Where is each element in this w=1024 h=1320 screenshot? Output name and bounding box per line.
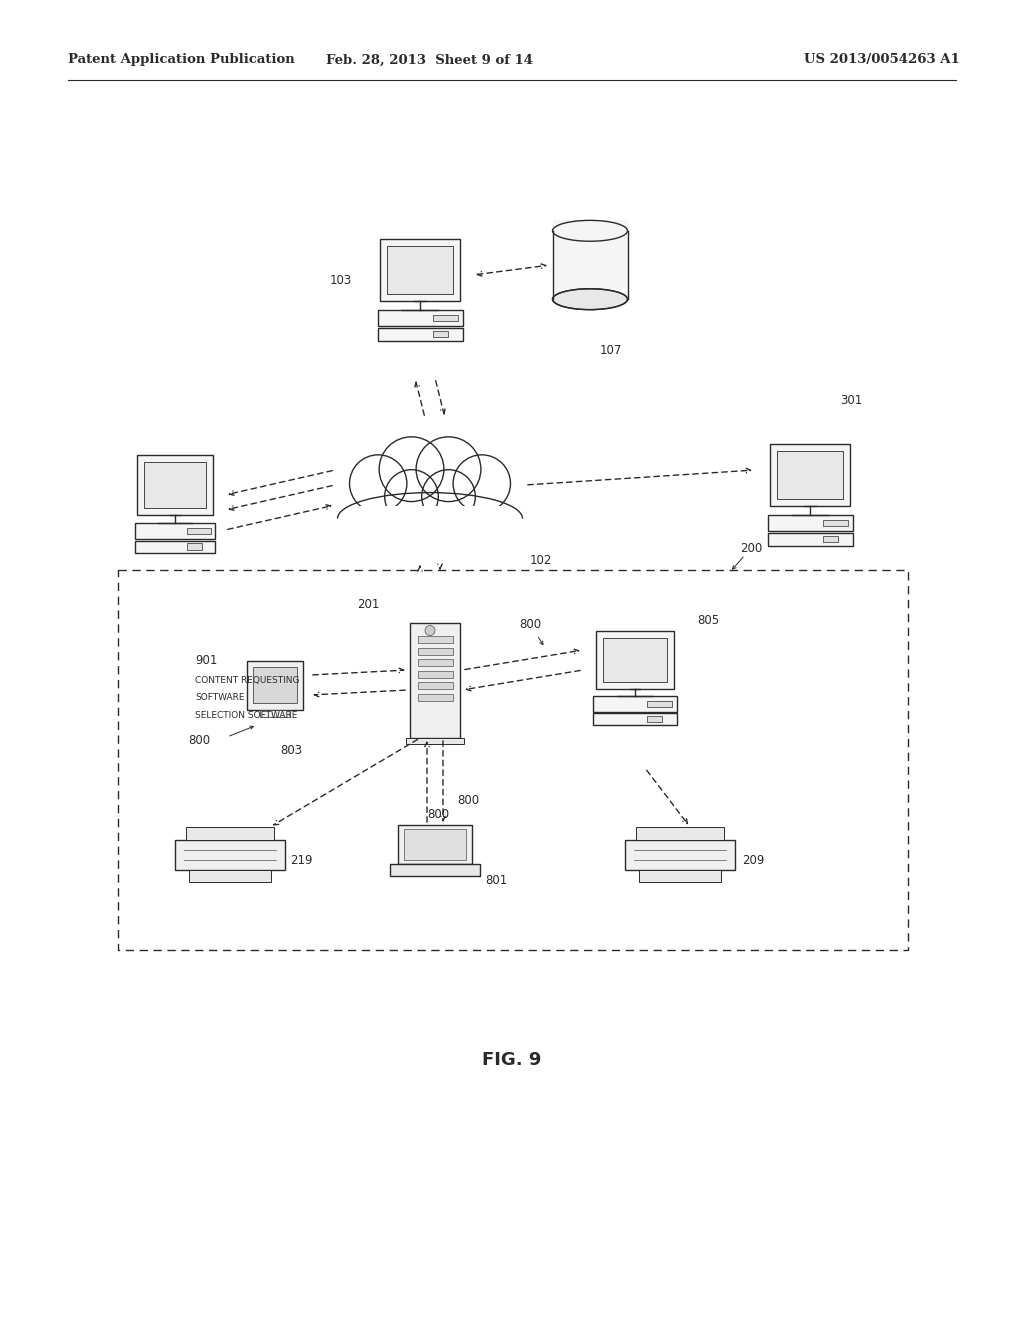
FancyBboxPatch shape: [248, 660, 303, 710]
Text: 803: 803: [280, 743, 302, 756]
FancyBboxPatch shape: [418, 636, 453, 643]
FancyBboxPatch shape: [418, 671, 453, 677]
FancyBboxPatch shape: [387, 246, 453, 294]
Text: FIG. 9: FIG. 9: [482, 1051, 542, 1069]
Circle shape: [416, 437, 481, 502]
Circle shape: [349, 455, 407, 512]
Text: 219: 219: [290, 854, 312, 866]
Circle shape: [425, 626, 435, 635]
FancyBboxPatch shape: [418, 659, 453, 667]
FancyBboxPatch shape: [639, 870, 721, 882]
FancyBboxPatch shape: [647, 701, 673, 708]
FancyBboxPatch shape: [134, 523, 215, 539]
FancyBboxPatch shape: [625, 840, 735, 870]
FancyBboxPatch shape: [143, 462, 206, 508]
FancyBboxPatch shape: [418, 682, 453, 689]
Text: 800: 800: [187, 734, 210, 747]
FancyBboxPatch shape: [433, 314, 459, 321]
FancyBboxPatch shape: [253, 667, 297, 704]
FancyBboxPatch shape: [768, 533, 853, 546]
Text: 209: 209: [742, 854, 764, 866]
FancyBboxPatch shape: [647, 715, 663, 722]
FancyBboxPatch shape: [187, 544, 202, 549]
Ellipse shape: [553, 289, 628, 310]
FancyBboxPatch shape: [777, 450, 843, 499]
FancyBboxPatch shape: [596, 631, 674, 689]
FancyBboxPatch shape: [407, 738, 464, 744]
FancyBboxPatch shape: [418, 648, 453, 655]
FancyBboxPatch shape: [418, 694, 453, 701]
FancyBboxPatch shape: [334, 506, 526, 552]
FancyBboxPatch shape: [378, 329, 463, 342]
Text: INTERNET: INTERNET: [389, 515, 451, 525]
FancyBboxPatch shape: [636, 826, 724, 840]
Text: 805: 805: [697, 614, 719, 627]
Text: 800: 800: [519, 619, 541, 631]
FancyBboxPatch shape: [593, 713, 677, 726]
FancyBboxPatch shape: [433, 331, 449, 338]
Text: Feb. 28, 2013  Sheet 9 of 14: Feb. 28, 2013 Sheet 9 of 14: [327, 54, 534, 66]
FancyBboxPatch shape: [378, 310, 463, 326]
FancyBboxPatch shape: [134, 541, 215, 553]
Circle shape: [454, 455, 511, 512]
Circle shape: [422, 470, 475, 523]
FancyBboxPatch shape: [603, 638, 668, 682]
Text: SELECTION SOFTWARE: SELECTION SOFTWARE: [195, 711, 297, 721]
FancyBboxPatch shape: [188, 870, 271, 882]
FancyBboxPatch shape: [137, 455, 213, 515]
Text: SOFTWARE: SOFTWARE: [195, 693, 245, 702]
FancyBboxPatch shape: [553, 220, 628, 289]
Text: US 2013/0054263 A1: US 2013/0054263 A1: [804, 54, 961, 66]
FancyBboxPatch shape: [410, 623, 460, 738]
Text: 301: 301: [840, 393, 862, 407]
Text: CONTENT REQUESTING: CONTENT REQUESTING: [195, 676, 299, 685]
Text: 103: 103: [330, 273, 352, 286]
FancyBboxPatch shape: [768, 515, 853, 532]
Text: 801: 801: [485, 874, 507, 887]
Circle shape: [379, 437, 443, 502]
FancyBboxPatch shape: [175, 840, 285, 870]
Text: 200: 200: [740, 541, 762, 554]
FancyBboxPatch shape: [770, 444, 850, 506]
FancyBboxPatch shape: [398, 825, 472, 863]
Text: 201: 201: [357, 598, 380, 611]
FancyBboxPatch shape: [187, 528, 211, 535]
FancyBboxPatch shape: [593, 697, 677, 711]
Circle shape: [385, 470, 438, 523]
Text: Patent Application Publication: Patent Application Publication: [68, 54, 295, 66]
FancyBboxPatch shape: [822, 520, 848, 527]
FancyBboxPatch shape: [260, 710, 290, 717]
FancyBboxPatch shape: [822, 536, 838, 543]
Text: 901: 901: [195, 653, 217, 667]
FancyBboxPatch shape: [403, 829, 466, 859]
Ellipse shape: [553, 220, 628, 242]
Text: 102: 102: [530, 553, 552, 566]
Text: 800: 800: [457, 793, 479, 807]
FancyBboxPatch shape: [186, 826, 274, 840]
FancyBboxPatch shape: [380, 239, 460, 301]
Text: 800: 800: [427, 808, 450, 821]
FancyBboxPatch shape: [390, 863, 480, 876]
Text: 107: 107: [600, 343, 623, 356]
